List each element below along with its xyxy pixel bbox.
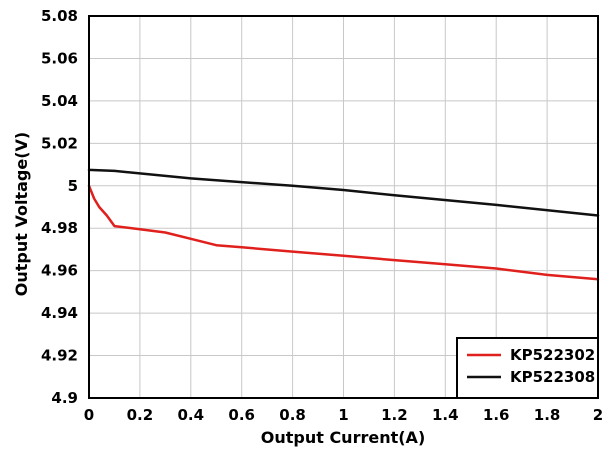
- x-tick-label: 0.6: [228, 406, 255, 424]
- series-line-kp522308: [87, 168, 600, 217]
- x-tick-label: 0.4: [178, 406, 205, 424]
- x-tick-labels: 0 0.2 0.4 0.6 0.8 1 1.2 1.4 1.6 1.8 2: [84, 406, 603, 424]
- x-axis-label: Output Current(A): [261, 428, 426, 447]
- x-tick-label: 1.6: [483, 406, 510, 424]
- y-tick-label: 5.08: [41, 7, 78, 25]
- x-tick-label: 1: [338, 406, 348, 424]
- x-tick-label: 0.2: [127, 406, 154, 424]
- y-tick-label: 4.9: [51, 389, 78, 407]
- y-tick-label: 5.04: [41, 92, 78, 110]
- series-layer: [87, 168, 600, 281]
- x-tick-label: 1.2: [381, 406, 408, 424]
- legend-box: [456, 337, 599, 399]
- grid-lines: [89, 16, 598, 398]
- legend-label-kp522308: KP522308: [510, 368, 595, 386]
- y-tick-label: 4.96: [41, 262, 78, 280]
- y-tick-label: 4.98: [41, 219, 78, 237]
- x-tick-label: 0.8: [279, 406, 306, 424]
- legend-label-kp522302: KP522302: [510, 346, 595, 364]
- y-tick-label: 4.92: [41, 347, 78, 365]
- y-tick-labels: 4.9 4.92 4.94 4.96 4.98 5 5.02 5.04 5.06 5.08: [41, 7, 78, 407]
- y-tick-label: 5.02: [41, 134, 78, 152]
- y-tick-label: 4.94: [41, 304, 78, 322]
- x-tick-label: 1.4: [432, 406, 459, 424]
- plot-frame: [88, 15, 599, 399]
- y-axis-label: Output Voltage(V): [12, 132, 31, 296]
- y-tick-label: 5: [68, 177, 78, 195]
- series-line-kp522302: [87, 184, 600, 281]
- x-tick-label: 2: [593, 406, 603, 424]
- x-tick-label: 1.8: [534, 406, 561, 424]
- y-tick-label: 5.06: [41, 49, 78, 67]
- legend: KP522302 KP522308: [456, 337, 599, 399]
- x-tick-label: 0: [84, 406, 94, 424]
